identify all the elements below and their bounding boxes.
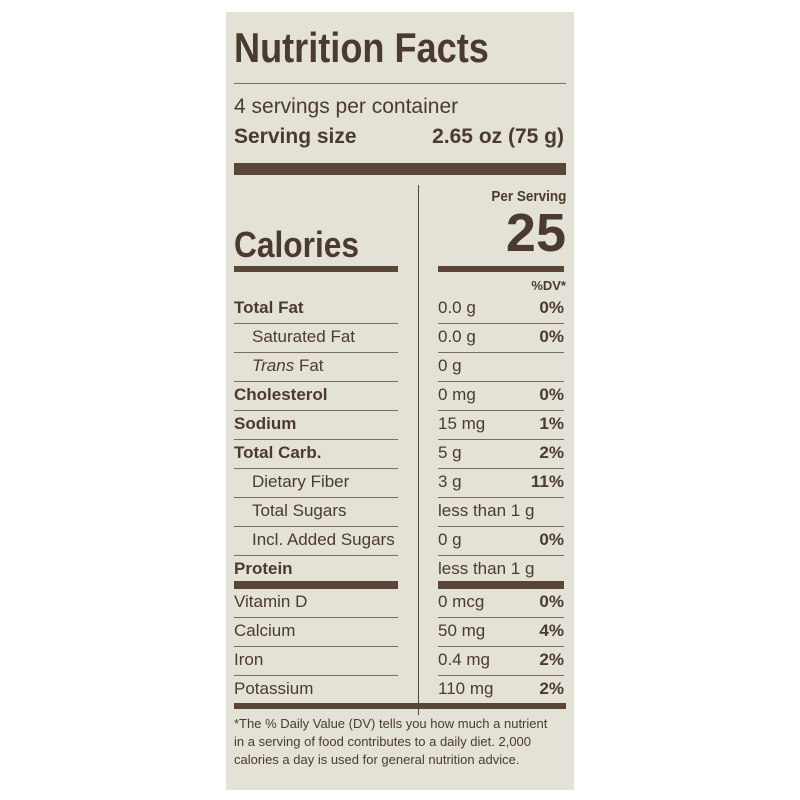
nutrient-amount: 3 g: [438, 472, 462, 491]
footnote-line: in a serving of food contributes to a da…: [234, 734, 532, 749]
nutrition-label: Nutrition Facts 4 servings per container…: [226, 12, 574, 790]
row-rule: [234, 497, 398, 498]
nutrient-name-text: Sodium: [234, 414, 297, 433]
nutrient-name: Total Fat: [234, 298, 304, 318]
nutrient-name-text: Total Sugars: [252, 501, 347, 520]
row-rule: [438, 352, 564, 353]
nutrient-amount: 50 mg: [438, 621, 486, 640]
nutrient-name-text: Saturated Fat: [252, 327, 356, 346]
nutrient-dv: 2%: [539, 679, 564, 698]
row-rule: [234, 646, 398, 647]
nutrient-amount: 0 g: [438, 356, 462, 375]
nutrient-name: Iron: [234, 650, 263, 670]
row-rule: [438, 468, 564, 469]
row-rule: [438, 410, 564, 411]
footnote-line: calories a day is used for general nutri…: [234, 752, 520, 767]
serving-size-label: Serving size: [234, 125, 357, 148]
nutrient-name: Trans Fat: [252, 356, 324, 376]
nutrient-name: Sodium: [234, 414, 296, 434]
row-rule: [438, 646, 564, 647]
nutrient-name-text: Vitamin D: [234, 592, 308, 611]
nutrient-name: Potassium: [234, 679, 313, 699]
nutrient-dv: 1%: [539, 414, 564, 433]
row-rule: [438, 439, 564, 440]
nutrient-name: Total Carb.: [234, 443, 322, 463]
nutrient-dv: 0%: [539, 298, 564, 317]
calories-label: Calories: [234, 224, 360, 265]
nutrient-amount: 0 g: [438, 530, 462, 549]
nutrient-name: Calcium: [234, 621, 295, 641]
row-rule: [234, 439, 398, 440]
nutrient-amount: 110 mg: [438, 679, 494, 698]
nutrient-dv: 2%: [539, 650, 564, 669]
nutrient-name-text: Iron: [234, 650, 264, 669]
row-rule: [234, 526, 398, 527]
nutrient-name: Cholesterol: [234, 385, 328, 405]
per-serving: Per Serving: [490, 188, 566, 205]
row-rule: [438, 381, 564, 382]
row-rule: [438, 323, 564, 324]
nutrient-amount: less than 1 g: [438, 501, 535, 520]
nutrient-dv: 0%: [539, 530, 564, 549]
dv-header: %DV*: [531, 278, 566, 293]
nutrient-amount: 0.0 g: [438, 298, 476, 317]
row-rule: [438, 617, 564, 618]
nutrient-name-text: Calcium: [234, 621, 296, 640]
nutrient-name: Incl. Added Sugars: [252, 530, 395, 550]
row-rule: [438, 526, 564, 527]
nutrient-amount: 0.0 g: [438, 327, 476, 346]
row-rule: [438, 675, 564, 676]
nutrient-dv: 0%: [539, 327, 564, 346]
nutrient-amount: 15 mg: [438, 414, 486, 433]
nutrient-name-text: Total Fat: [234, 298, 304, 317]
nutrient-name-text: Potassium: [234, 679, 314, 698]
serving-size: 2.65 oz (75 g): [432, 125, 564, 148]
row-rule: [438, 497, 564, 498]
thick-rule: [234, 163, 566, 175]
row-rule: [438, 555, 564, 556]
nutrient-name-text: Cholesterol: [234, 385, 328, 404]
row-rule: [234, 468, 398, 469]
nutrient-amount: 0 mg: [438, 385, 476, 404]
nutrient-name-text: Protein: [234, 559, 293, 578]
rule: [234, 83, 566, 84]
nutrient-amount: 5 g: [438, 443, 462, 462]
thick-rule: [234, 581, 398, 589]
nutrient-name: Vitamin D: [234, 592, 307, 612]
title: Nutrition Facts: [234, 24, 489, 71]
thick-rule: [234, 266, 398, 272]
thick-rule: [438, 581, 564, 589]
nutrient-name: Total Sugars: [252, 501, 347, 521]
nutrient-name-text: Dietary Fiber: [252, 472, 350, 491]
nutrient-amount: 0 mcg: [438, 592, 485, 611]
nutrient-name: Protein: [234, 559, 293, 579]
calories-value: 25: [505, 203, 566, 263]
servings: 4 servings per container: [234, 95, 459, 118]
nutrient-name-text: Total Carb.: [234, 443, 322, 462]
nutrient-name: Saturated Fat: [252, 327, 355, 347]
row-rule: [234, 555, 398, 556]
nutrient-amount: 0.4 mg: [438, 650, 490, 669]
nutrient-dv: 11%: [530, 472, 564, 491]
nutrient-name-italic: Trans: [252, 356, 295, 375]
nutrient-dv: 0%: [539, 385, 564, 404]
row-rule: [234, 323, 398, 324]
nutrient-dv: 4%: [539, 621, 564, 640]
row-rule: [234, 617, 398, 618]
nutrient-name-text: Fat: [298, 356, 324, 375]
divider: [418, 185, 419, 715]
nutrient-dv: 0%: [539, 592, 564, 611]
row-rule: [234, 352, 398, 353]
nutrient-amount: less than 1 g: [438, 559, 535, 578]
row-rule: [234, 675, 398, 676]
row-rule: [234, 381, 398, 382]
nutrient-name: Dietary Fiber: [252, 472, 349, 492]
footnote-line: *The % Daily Value (DV) tells you how mu…: [234, 716, 548, 731]
thick-rule: [234, 703, 566, 709]
thick-rule: [438, 266, 564, 272]
row-rule: [234, 410, 398, 411]
nutrient-dv: 2%: [539, 443, 564, 462]
nutrient-name-text: Incl. Added Sugars: [252, 530, 395, 549]
